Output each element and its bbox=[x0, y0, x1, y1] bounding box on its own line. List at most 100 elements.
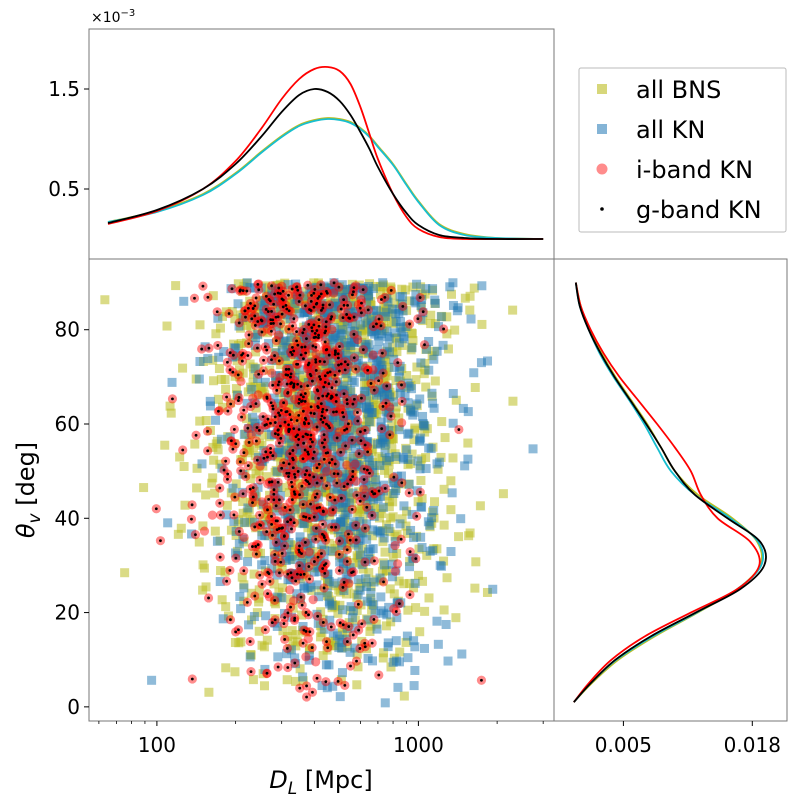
scatter-point-all-kn bbox=[394, 366, 404, 376]
scatter-point-all-bns bbox=[400, 285, 410, 295]
scatter-point-g-band-kn bbox=[304, 418, 308, 421]
scatter-point-all-kn bbox=[353, 541, 363, 551]
scatter-point-g-band-kn bbox=[351, 293, 354, 297]
scatter-point-all-bns bbox=[201, 416, 211, 426]
scatter-point-all-kn bbox=[339, 585, 349, 595]
scatter-point-g-band-kn bbox=[289, 605, 292, 609]
scatter-point-g-band-kn bbox=[260, 330, 264, 334]
scatter-point-all-kn bbox=[381, 407, 391, 417]
scatter-point-g-band-kn bbox=[264, 307, 268, 311]
scatter-point-g-band-kn bbox=[292, 317, 296, 321]
scatter-point-g-band-kn bbox=[337, 363, 340, 367]
scatter-point-all-bns bbox=[443, 344, 453, 354]
scatter-point-g-band-kn bbox=[297, 428, 301, 431]
scatter-point-all-kn bbox=[438, 340, 448, 350]
scatter-points bbox=[100, 278, 538, 708]
scatter-point-g-band-kn bbox=[307, 422, 311, 425]
scatter-point-g-band-kn bbox=[312, 412, 316, 415]
scatter-point-all-bns bbox=[343, 464, 353, 474]
scatter-point-g-band-kn bbox=[277, 380, 281, 384]
scatter-point-i-band-kn bbox=[199, 526, 210, 536]
scatter-point-g-band-kn bbox=[320, 476, 323, 480]
scatter-point-g-band-kn bbox=[380, 351, 384, 355]
scatter-point-all-kn bbox=[390, 328, 400, 338]
scatter-point-all-bns bbox=[384, 496, 394, 506]
scatter-point-all-kn bbox=[276, 302, 286, 312]
scatter-point-g-band-kn bbox=[325, 640, 328, 644]
scatter-point-all-bns bbox=[217, 402, 227, 412]
scatter-point-g-band-kn bbox=[248, 487, 252, 491]
scatter-point-all-kn bbox=[321, 331, 331, 341]
scatter-point-g-band-kn bbox=[249, 405, 253, 408]
scatter-point-all-kn bbox=[290, 504, 300, 514]
scatter-point-all-kn bbox=[257, 560, 267, 570]
scatter-point-all-kn bbox=[307, 366, 317, 376]
scatter-point-all-kn bbox=[374, 322, 384, 332]
scatter-point-i-band-kn bbox=[267, 368, 277, 378]
scatter-point-all-kn bbox=[324, 342, 334, 352]
scatter-point-all-kn bbox=[364, 505, 374, 515]
scatter-point-all-kn bbox=[277, 593, 287, 603]
scatter-point-all-kn bbox=[367, 327, 377, 337]
scatter-point-g-band-kn bbox=[279, 560, 283, 564]
scatter-point-g-band-kn bbox=[312, 291, 316, 295]
scatter-point-all-kn bbox=[284, 517, 294, 527]
scatter-point-g-band-kn bbox=[309, 502, 312, 506]
scatter-point-all-bns bbox=[354, 487, 364, 497]
scatter-point-g-band-kn bbox=[201, 284, 205, 288]
scatter-point-g-band-kn bbox=[360, 311, 363, 315]
scatter-point-g-band-kn bbox=[260, 319, 264, 323]
scatter-point-g-band-kn bbox=[297, 548, 301, 552]
scatter-point-all-kn bbox=[274, 444, 284, 454]
scatter-point-all-bns bbox=[231, 384, 241, 394]
scatter-point-g-band-kn bbox=[273, 553, 277, 556]
scatter-point-g-band-kn bbox=[247, 441, 251, 444]
scatter-point-all-bns bbox=[265, 490, 275, 500]
scatter-point-all-kn bbox=[326, 477, 336, 487]
scatter-point-all-kn bbox=[239, 429, 249, 439]
scatter-point-all-bns bbox=[413, 497, 423, 507]
scatter-point-all-kn bbox=[424, 336, 434, 346]
scatter-point-g-band-kn bbox=[319, 418, 323, 421]
scatter-point-g-band-kn bbox=[334, 525, 338, 529]
legend-marker-all-bns bbox=[597, 84, 607, 94]
scatter-point-all-kn bbox=[319, 379, 329, 389]
scatter-point-all-kn bbox=[348, 451, 358, 461]
scatter-point-g-band-kn bbox=[305, 684, 308, 688]
scatter-point-all-kn bbox=[338, 564, 348, 574]
scatter-point-all-kn bbox=[253, 330, 263, 340]
scatter-point-all-kn bbox=[395, 519, 405, 529]
scatter-point-g-band-kn bbox=[416, 317, 420, 321]
scatter-point-g-band-kn bbox=[290, 527, 293, 531]
scatter-point-g-band-kn bbox=[273, 598, 277, 602]
scatter-point-all-kn bbox=[327, 442, 337, 452]
scatter-point-g-band-kn bbox=[345, 313, 349, 316]
scatter-point-g-band-kn bbox=[242, 451, 246, 455]
scatter-point-g-band-kn bbox=[392, 475, 396, 479]
scatter-point-all-kn bbox=[281, 555, 291, 565]
scatter-point-g-band-kn bbox=[315, 301, 319, 305]
scatter-point-all-kn bbox=[408, 553, 418, 563]
scatter-point-g-band-kn bbox=[338, 539, 341, 543]
scatter-point-all-bns bbox=[195, 320, 205, 330]
scatter-point-all-kn bbox=[384, 602, 394, 612]
scatter-point-all-bns bbox=[271, 599, 281, 609]
scatter-point-all-kn bbox=[361, 342, 371, 352]
scatter-point-g-band-kn bbox=[337, 285, 341, 289]
scatter-point-g-band-kn bbox=[324, 325, 328, 329]
scatter-point-all-bns bbox=[471, 557, 481, 567]
scatter-point-g-band-kn bbox=[315, 506, 319, 510]
scatter-point-g-band-kn bbox=[301, 409, 305, 413]
scatter-point-i-band-kn bbox=[385, 402, 395, 412]
scatter-point-g-band-kn bbox=[343, 360, 347, 364]
scatter-point-g-band-kn bbox=[322, 385, 326, 389]
scatter-point-all-bns bbox=[379, 316, 389, 326]
scatter-point-g-band-kn bbox=[270, 358, 273, 362]
scatter-point-all-kn bbox=[282, 649, 292, 659]
scatter-point-g-band-kn bbox=[312, 450, 316, 454]
scatter-point-all-bns bbox=[342, 543, 352, 553]
scatter-point-all-kn bbox=[350, 643, 360, 653]
scatter-point-g-band-kn bbox=[363, 560, 367, 564]
scatter-point-i-band-kn bbox=[311, 349, 321, 359]
scatter-point-all-bns bbox=[249, 569, 259, 579]
